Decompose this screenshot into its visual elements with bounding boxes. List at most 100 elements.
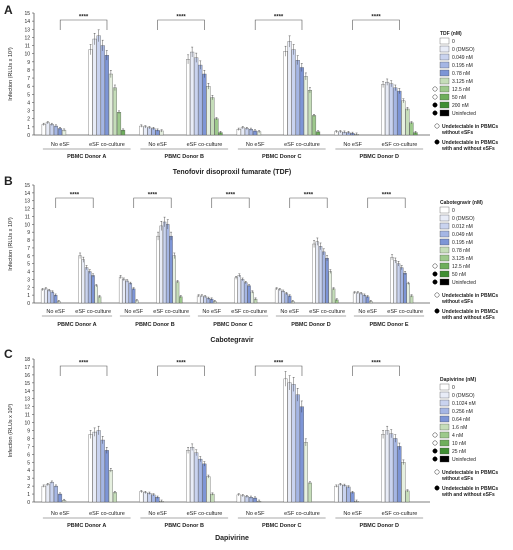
- significance-bracket: [59, 19, 108, 30]
- donor-group: No eSF eSF co-culture PBMC Donor A ****: [41, 15, 131, 160]
- esf-bar: [244, 282, 248, 304]
- significance-label: ****: [274, 361, 284, 367]
- group-label-esf: eSF co-culture: [231, 309, 267, 315]
- y-tick-label: 3: [27, 109, 30, 115]
- y-tick-label: 3: [27, 277, 30, 283]
- panel-title: Cabotegravir: [210, 337, 253, 344]
- esf-bar: [385, 81, 390, 136]
- legend-undetect-filled-marker: [434, 308, 440, 314]
- significance-label: ****: [70, 193, 80, 199]
- esf-bar: [198, 64, 203, 136]
- esf-bar: [389, 83, 394, 136]
- legend-swatch: [439, 77, 450, 85]
- donor-label: PBMC Donor B: [165, 154, 204, 160]
- significance-label: ****: [148, 193, 158, 199]
- y-tick-label: 9: [27, 429, 30, 435]
- group-label-esf: eSF co-culture: [284, 511, 320, 517]
- group-label-esf: eSF co-culture: [187, 511, 223, 517]
- legend: Dapivirine (nM) 0 0 (DMSO) 0.1024 nM 0.256 n…: [432, 377, 498, 498]
- y-axis-label: Infection (RLUs x 10³): [8, 217, 14, 271]
- legend-open-marker: [432, 263, 438, 269]
- group-label-no-esf: No eSF: [46, 309, 65, 315]
- y-tick-label: 12: [24, 405, 30, 411]
- y-tick-label: 12: [24, 207, 30, 213]
- legend-swatch: [439, 246, 450, 254]
- legend-swatch: [439, 431, 450, 439]
- y-tick-label: 1: [27, 125, 30, 131]
- esf-bar: [100, 439, 105, 503]
- y-tick-label: 0: [27, 133, 30, 139]
- legend-label: 0.78 nM: [452, 248, 470, 254]
- donor-group: No eSF eSF co-culture PBMC Donor D ****: [274, 193, 347, 328]
- significance-bracket: [254, 19, 303, 30]
- y-tick-label: 0: [27, 500, 30, 506]
- legend-swatch: [439, 423, 450, 431]
- donor-group: No eSF eSF co-culture PBMC Donor B ****: [139, 15, 229, 160]
- esf-bar: [396, 263, 401, 304]
- donor-label: PBMC Donor A: [67, 523, 106, 529]
- group-label-esf: eSF co-culture: [89, 511, 125, 517]
- panel-letter: A: [4, 3, 13, 17]
- esf-bar: [385, 430, 390, 503]
- y-tick-label: 7: [27, 444, 30, 450]
- no-esf-bar: [40, 289, 45, 304]
- panel-letter: C: [4, 347, 13, 361]
- significance-bracket: [352, 365, 400, 376]
- y-tick-label: 6: [27, 84, 30, 90]
- donor-group: No eSF eSF co-culture PBMC Donor A ****: [40, 193, 113, 328]
- legend-swatch: [439, 391, 450, 399]
- legend-filled-marker: [432, 271, 438, 277]
- esf-bar: [190, 51, 195, 136]
- esf-bar: [172, 255, 176, 304]
- esf-bar: [104, 450, 109, 503]
- significance-label: ****: [176, 361, 186, 367]
- esf-bar: [318, 246, 323, 304]
- group-label-esf: eSF co-culture: [89, 142, 125, 148]
- donor-group: No eSF eSF co-culture PBMC Donor C ****: [236, 15, 326, 160]
- donor-label: PBMC Donor C: [213, 322, 252, 328]
- esf-bar: [307, 90, 312, 136]
- legend-swatch: [439, 69, 450, 77]
- y-tick-label: 6: [27, 452, 30, 458]
- donor-label: PBMC Donor B: [165, 523, 204, 529]
- group-label-no-esf: No eSF: [51, 142, 70, 148]
- no-esf-bar: [274, 288, 279, 304]
- y-tick-label: 16: [24, 373, 30, 379]
- legend-swatch: [439, 61, 450, 69]
- significance-label: ****: [382, 193, 392, 199]
- y-tick-label: 4: [27, 100, 30, 106]
- esf-bar: [112, 87, 117, 136]
- esf-bar: [84, 267, 89, 304]
- no-esf-bar: [45, 484, 50, 503]
- esf-bar: [295, 59, 300, 136]
- esf-bar: [311, 115, 317, 136]
- legend-swatch: [439, 222, 450, 230]
- esf-bar: [287, 41, 292, 136]
- significance-label: ****: [274, 15, 284, 21]
- group-label-esf: eSF co-culture: [187, 142, 223, 148]
- esf-bar: [390, 257, 394, 304]
- esf-bar: [116, 112, 122, 136]
- esf-bar: [156, 235, 160, 304]
- y-tick-label: 3: [27, 476, 30, 482]
- esf-bar: [92, 38, 97, 136]
- esf-bar: [186, 450, 191, 503]
- y-tick-label: 17: [24, 365, 30, 371]
- legend: TDF (nM) 0 0 (DMSO) 0.049 nM 0.195 nM 0.78 nM…: [432, 31, 498, 152]
- esf-bar: [406, 283, 410, 304]
- legend-swatch: [439, 415, 450, 423]
- legend-undetect1-line1: Undetectable in PBMCs: [442, 293, 498, 299]
- no-esf-bar: [118, 276, 123, 304]
- legend-label: 0 (DMSO): [452, 216, 475, 222]
- significance-bracket: [55, 197, 94, 208]
- y-tick-label: 7: [27, 246, 30, 252]
- donor-group: No eSF eSF co-culture PBMC Donor E ****: [352, 193, 425, 328]
- y-tick-label: 11: [25, 214, 30, 220]
- esf-bar: [303, 76, 308, 136]
- no-esf-bar: [143, 492, 148, 503]
- esf-bar: [214, 118, 219, 136]
- legend-filled-marker: [432, 279, 438, 285]
